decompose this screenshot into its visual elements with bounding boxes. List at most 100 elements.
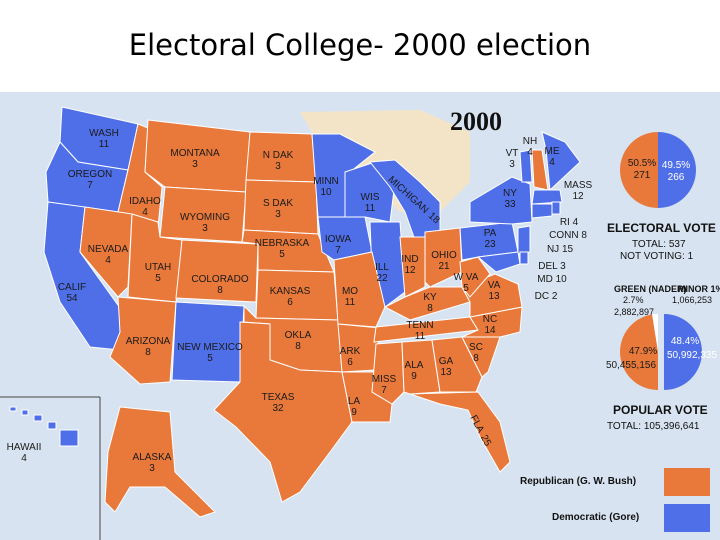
label-me: ME: [545, 146, 560, 157]
state-hi: [9, 406, 79, 447]
state-fl: [409, 391, 511, 473]
label-ca: CALIF: [58, 282, 86, 293]
pv-dem-pct: 48.4%: [671, 336, 699, 347]
electoral-vote-title: ELECTORAL VOTE: [607, 221, 716, 235]
electoral-vote-pie: 50.5% 271 49.5% 266: [620, 132, 696, 208]
popular-minor-votes: 1,066,253: [672, 295, 712, 305]
legend-democratic-swatch: [664, 504, 710, 532]
legend-democratic-label: Democratic (Gore): [552, 512, 639, 523]
slide-title: Electoral College- 2000 election: [128, 28, 592, 62]
state-me: [541, 131, 581, 192]
label-nc: NC: [483, 314, 497, 325]
popular-vote-pie: 47.9% 50,455,156 48.4% 50,992,335: [606, 314, 717, 390]
label-nv: NEVADA: [88, 244, 129, 255]
label-nh: NH: [523, 136, 537, 147]
state-ga: [431, 336, 483, 393]
state-nv: [79, 206, 133, 298]
map-year: 2000: [450, 107, 502, 136]
popular-green-label: GREEN (NADER): [614, 284, 687, 294]
label-az: ARIZONA: [126, 336, 171, 347]
state-ny: [469, 176, 533, 225]
label-ok: OKLA: [285, 330, 312, 341]
label-ne: NEBRASKA: [255, 238, 310, 249]
label-wa: WASH: [89, 128, 119, 139]
election-map-panel: 2000 WASH 11 OREGON 7 CALIF 54 IDAHO 4 NEVAD…: [0, 92, 720, 540]
pv-gop-votes: 50,455,156: [606, 360, 656, 371]
popular-pie-republican-slice: [620, 314, 658, 390]
label-wy: WYOMING: [180, 212, 230, 223]
svg-text:NH4: NH 4: [523, 136, 537, 158]
label-dc: DC 2: [535, 291, 558, 302]
svg-text:KY8: KY 8: [423, 292, 437, 314]
label-ak: ALASKA: [133, 452, 172, 463]
popular-green-votes: 2,882,897: [614, 307, 654, 317]
small-state-labels: MASS 12 RI 4 CONN 8 NJ 15 DEL 3 MD 10 DC…: [535, 180, 593, 302]
popular-pie-democratic-slice: [664, 314, 702, 390]
ev-gop-votes: 271: [634, 170, 651, 181]
popular-total: TOTAL: 105,396,641: [607, 421, 700, 432]
label-md: MD 10: [537, 274, 567, 285]
svg-text:LA9: LA 9: [348, 396, 361, 418]
state-vt: [519, 149, 533, 183]
label-ks: KANSAS: [270, 286, 311, 297]
label-mo: MO: [342, 286, 358, 297]
label-nd: N DAK: [263, 150, 294, 161]
ev-dem-votes: 266: [668, 172, 685, 183]
pv-dem-votes: 50,992,335: [667, 350, 717, 361]
state-ri: [551, 201, 561, 215]
state-ms: [371, 341, 405, 405]
label-mass-votes: 12: [572, 191, 584, 202]
state-in: [399, 236, 426, 298]
label-nm: NEW MEXICO: [177, 342, 243, 353]
legend-republican-swatch: [664, 468, 710, 496]
label-ky: KY: [423, 292, 437, 303]
electoral-total: TOTAL: 537: [632, 239, 686, 250]
label-mass: MASS: [564, 180, 593, 191]
label-ga: GA: [439, 356, 454, 367]
label-conn: CONN 8: [549, 230, 587, 241]
state-ak: [104, 406, 216, 518]
label-wv: W VA: [454, 272, 479, 283]
state-conn: [531, 203, 553, 219]
label-id: IDAHO: [129, 196, 161, 207]
label-co: COLORADO: [191, 274, 248, 285]
label-tn: TENN: [406, 320, 433, 331]
label-sc: SC: [469, 342, 483, 353]
popular-green-pct: 2.7%: [623, 295, 644, 305]
label-mt: MONTANA: [170, 148, 220, 159]
state-mass: [531, 189, 563, 205]
ev-dem-pct: 49.5%: [662, 160, 690, 171]
label-mn: MINN: [313, 176, 339, 187]
label-nj: NJ 15: [547, 244, 574, 255]
ev-gop-pct: 50.5%: [628, 158, 656, 169]
label-hi: HAWAII: [7, 442, 42, 453]
state-mo: [333, 251, 386, 328]
